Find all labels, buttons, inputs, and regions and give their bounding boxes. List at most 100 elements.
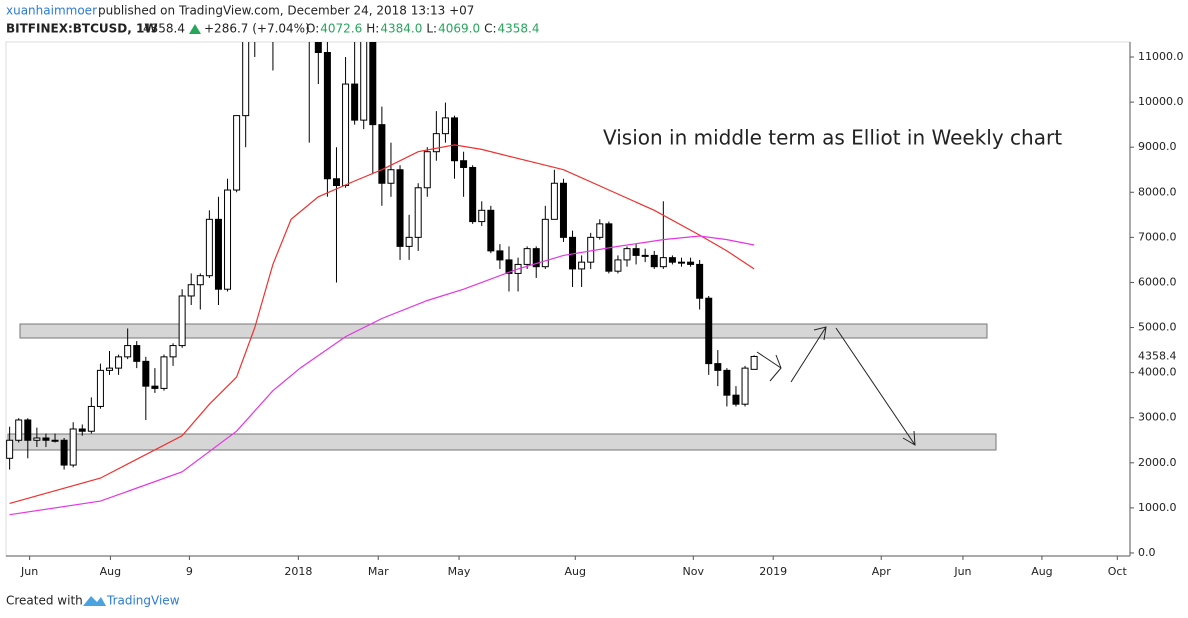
change: +286.7 (+7.04%)	[204, 22, 310, 36]
candle-body	[151, 385, 159, 389]
candle-body	[505, 259, 513, 274]
candle-body	[614, 259, 622, 272]
last-price-label: 4358.4	[1138, 349, 1177, 362]
candle-body	[469, 166, 477, 223]
candle-body	[124, 345, 132, 358]
author[interactable]: xuanhaimmoer	[6, 4, 97, 18]
candle-body	[478, 209, 486, 223]
candle-body	[532, 248, 540, 268]
candle-body	[323, 52, 331, 180]
candle-body	[6, 439, 14, 459]
candle-body	[205, 218, 213, 277]
ohlc-value: 4069.0	[438, 22, 480, 36]
candle-body	[687, 261, 695, 265]
candle-body	[360, 42, 368, 121]
candle-body	[677, 261, 685, 264]
candle-body	[632, 248, 640, 256]
candle-body	[741, 367, 749, 405]
candle-body	[523, 248, 531, 265]
candle-body	[378, 124, 386, 184]
x-tick-label: Apr	[872, 565, 892, 578]
x-tick-label: Jun	[953, 565, 971, 578]
y-tick-label: 0.0	[1138, 546, 1156, 559]
candle-body	[160, 356, 168, 389]
x-tick-label: Aug	[100, 565, 121, 578]
candle-body	[750, 355, 758, 370]
candle-body	[332, 178, 340, 187]
x-tick-label: 2019	[759, 565, 787, 578]
ohlc-label: O:	[306, 22, 319, 36]
candle-body	[60, 439, 68, 466]
y-tick-label: 8000.0	[1138, 185, 1177, 198]
candle-body	[369, 42, 377, 126]
candle-body	[451, 117, 459, 162]
candle-body	[214, 218, 222, 290]
candle-body	[496, 250, 504, 261]
y-tick-label: 4000.0	[1138, 366, 1177, 379]
candle-body	[33, 437, 41, 441]
candle-body	[78, 428, 86, 432]
x-tick-label: Jun	[20, 565, 38, 578]
candle-body	[423, 151, 431, 189]
x-tick-label: 2018	[284, 565, 312, 578]
plot	[6, 42, 997, 516]
ohlc-value: 4072.6	[320, 22, 362, 36]
x-tick-label: 9	[186, 565, 193, 578]
footer-created: Created with	[6, 594, 83, 608]
last-price-box	[1132, 349, 1186, 364]
ohlc: O: 4072.6 H: 4384.0 L: 4069.0 C: 4358.4	[306, 22, 540, 36]
ohlc-label: H:	[366, 22, 379, 36]
x-tick-label: May	[448, 565, 471, 578]
candle-body	[668, 257, 676, 263]
up-arrow	[189, 24, 201, 34]
annotation: Vision in middle term as Elliot in Weekl…	[603, 126, 1062, 150]
candle-body	[596, 223, 604, 238]
candle-body	[115, 356, 123, 369]
symbol: BITFINEX:BTCUSD, 1W	[6, 22, 158, 36]
candle-body	[133, 345, 141, 362]
candle-body	[587, 236, 595, 263]
plot-frame	[5, 41, 1131, 557]
candle-body	[69, 428, 77, 466]
candle-body	[441, 117, 449, 135]
candle-body	[314, 42, 322, 54]
candle-body	[396, 169, 404, 247]
y-tick-label: 2000.0	[1138, 456, 1177, 469]
candle-body	[15, 419, 23, 441]
candle-body	[405, 236, 413, 247]
candle-body	[351, 83, 359, 121]
candle-body	[705, 297, 713, 365]
candle-body	[550, 182, 558, 220]
candle-body	[541, 218, 549, 268]
candle-body	[487, 209, 495, 252]
y-tick-label: 11000.0	[1138, 50, 1184, 63]
tv-logo	[83, 596, 106, 606]
candle-body	[42, 437, 50, 441]
x-tick-label: Mar	[368, 565, 389, 578]
y-tick-label: 7000.0	[1138, 230, 1177, 243]
y-tick-label: 1000.0	[1138, 501, 1177, 514]
candle-body	[169, 345, 177, 358]
candle-body	[224, 189, 232, 290]
y-tick-label: 3000.0	[1138, 411, 1177, 424]
candle-body	[714, 363, 722, 371]
moving-average	[9, 235, 755, 516]
candle-body	[659, 257, 667, 268]
ohlc-value: 4384.0	[380, 22, 422, 36]
support-zone	[7, 433, 997, 451]
candle-body	[623, 248, 631, 261]
y-tick-label: 6000.0	[1138, 275, 1177, 288]
candle-body	[187, 284, 195, 297]
elliott-arrows	[756, 326, 916, 446]
x-tick-label: Nov	[683, 565, 705, 578]
candle-body	[641, 254, 649, 257]
candle-body	[106, 367, 114, 371]
candle-body	[578, 261, 586, 270]
candle-body	[559, 182, 567, 238]
moving-average	[9, 144, 755, 504]
candle-body	[87, 405, 95, 432]
footer-brand[interactable]: TradingView	[106, 594, 180, 608]
candle-body	[51, 439, 59, 442]
candle-body	[432, 133, 440, 153]
candle-body	[142, 360, 150, 387]
